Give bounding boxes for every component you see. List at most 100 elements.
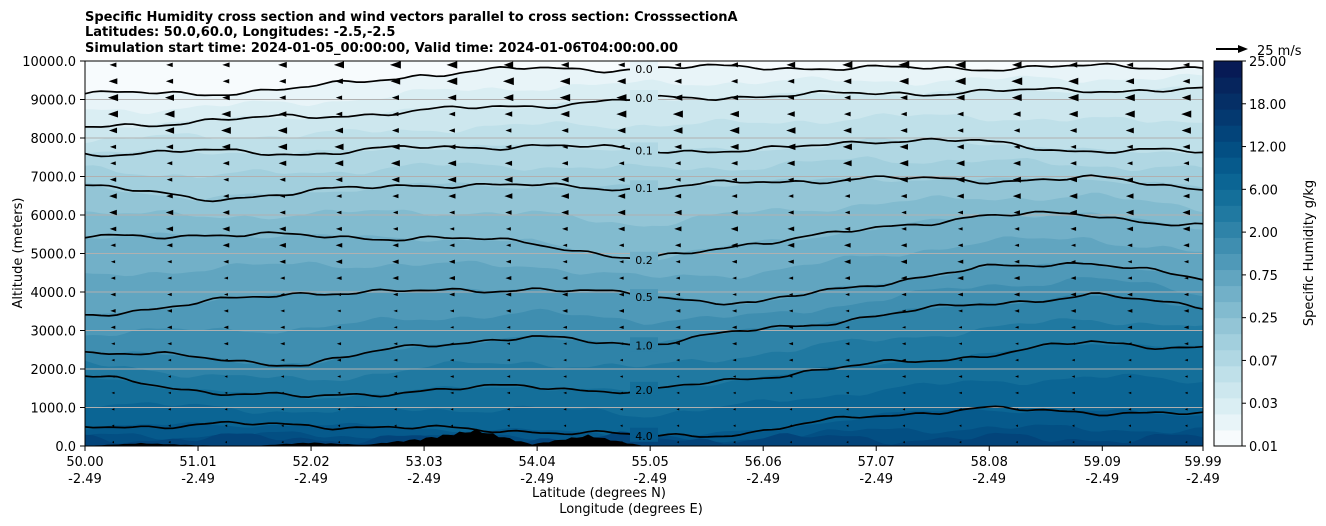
wind-vector: [958, 309, 963, 313]
wind-vector: [900, 259, 908, 264]
wind-vector: [732, 309, 737, 313]
wind-vector: [280, 342, 285, 346]
wind-vector: [733, 408, 736, 411]
wind-vector: [676, 408, 680, 411]
colorbar-tick-label: 0.75: [1249, 269, 1278, 284]
wind-vector: [562, 325, 567, 329]
wind-vector: [108, 127, 118, 134]
wind-vector: [956, 160, 965, 167]
wind-vector: [223, 194, 229, 199]
wind-vector: [787, 78, 795, 84]
colorbar-segment: [1214, 285, 1242, 303]
colorbar-tick-label: 12.00: [1249, 141, 1286, 156]
wind-vector: [167, 276, 172, 280]
wind-vector: [391, 176, 400, 183]
contour-label-bg: [630, 337, 658, 352]
wind-vector: [561, 161, 568, 166]
wind-vector: [844, 95, 851, 100]
wind-vector: [167, 292, 172, 297]
wind-vector: [392, 227, 398, 231]
wind-vector: [899, 143, 908, 150]
colorbar-tick-label: 2.00: [1249, 226, 1278, 241]
contour-label-bg: [630, 142, 658, 157]
wind-vector: [393, 292, 398, 297]
wind-vector: [107, 110, 118, 118]
x-tick-label-lon: -2.49: [181, 472, 215, 487]
wind-vector: [1012, 111, 1021, 117]
wind-vector: [1183, 260, 1189, 264]
wind-vector: [1069, 128, 1077, 133]
wind-vector: [957, 292, 963, 297]
colorbar-segment: [1214, 317, 1242, 335]
wind-vector: [902, 440, 905, 444]
wind-vector: [280, 309, 285, 313]
wind-vector: [1181, 110, 1192, 118]
wind-vector: [1070, 243, 1076, 247]
colorbar-segment: [1214, 413, 1242, 431]
x-tick-label-lat: 51.01: [179, 455, 216, 470]
wind-vector: [1181, 94, 1191, 101]
wind-vector: [224, 391, 228, 395]
colorbar-tick-label: 6.00: [1249, 183, 1278, 198]
wind-vector: [166, 309, 172, 313]
wind-vector: [389, 61, 401, 69]
wind-vector: [563, 391, 567, 395]
x-tick-label-lat: 53.03: [405, 455, 442, 470]
colorbar-segment: [1214, 173, 1242, 190]
wind-vector: [392, 193, 399, 199]
wind-vector: [957, 111, 964, 117]
wind-vector: [222, 95, 230, 101]
wind-vector: [561, 177, 569, 183]
wind-vector: [1183, 243, 1190, 248]
wind-vector: [789, 408, 793, 411]
wind-vector: [676, 375, 680, 378]
wind-vector: [505, 276, 512, 281]
wind-vector: [959, 440, 962, 444]
wind-vector: [164, 110, 175, 118]
wind-vector: [334, 143, 344, 151]
wind-vector: [730, 210, 738, 215]
wind-vector: [1011, 94, 1022, 102]
wind-vector: [393, 309, 398, 313]
wind-vector: [223, 342, 229, 346]
wind-vector: [336, 276, 342, 280]
wind-vector: [845, 342, 850, 346]
wind-vector: [902, 408, 906, 411]
wind-vector: [901, 292, 907, 297]
wind-vector: [279, 95, 286, 100]
wind-vector: [393, 342, 398, 346]
wind-vector: [279, 177, 286, 182]
wind-vector: [902, 424, 905, 427]
wind-vector: [786, 127, 796, 134]
wind-vector: [958, 391, 962, 395]
wind-vector: [842, 61, 853, 69]
wind-vector: [1185, 440, 1188, 444]
contour-label: 4.0: [635, 430, 653, 443]
wind-vector: [1124, 94, 1135, 102]
wind-vector: [109, 193, 117, 199]
wind-vector: [335, 111, 343, 117]
wind-vector: [1015, 440, 1018, 444]
wind-vector: [1182, 209, 1190, 216]
wind-vector: [957, 259, 964, 264]
wind-vector: [1011, 77, 1023, 86]
wind-vector: [224, 408, 228, 411]
colorbar-segment: [1214, 141, 1242, 158]
wind-vector: [843, 127, 852, 134]
wind-vector: [449, 227, 455, 231]
wind-vector: [617, 127, 626, 134]
wind-vector: [278, 160, 287, 166]
x-tick-label-lat: 59.99: [1184, 455, 1221, 470]
wind-vector: [1072, 424, 1075, 427]
wind-vector: [789, 391, 793, 395]
wind-vector: [167, 260, 172, 264]
wind-vector: [675, 342, 680, 346]
wind-reference-key: 25 m/s: [1216, 44, 1302, 59]
contour-label-bg: [630, 381, 658, 396]
wind-vector: [788, 358, 793, 362]
x-tick-label-lon: -2.49: [972, 472, 1006, 487]
wind-vector: [1184, 424, 1188, 427]
wind-vector: [166, 193, 173, 199]
wind-vector: [676, 440, 679, 444]
wind-vector: [506, 391, 511, 395]
